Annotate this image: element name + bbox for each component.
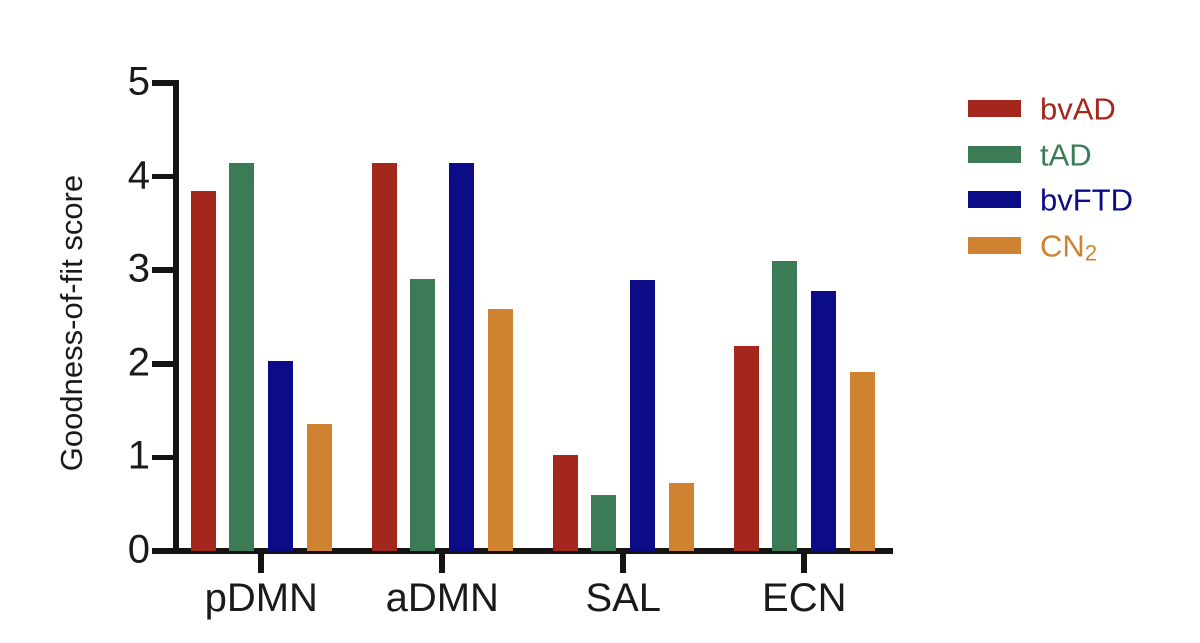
bar-aDMN-bvFTD bbox=[449, 163, 475, 551]
legend-swatch-tAD bbox=[968, 145, 1021, 163]
x-axis-tick bbox=[801, 551, 808, 573]
bar-pDMN-CN2 bbox=[306, 423, 332, 551]
legend-swatch-bvFTD bbox=[968, 191, 1021, 208]
y-axis-tick bbox=[152, 80, 178, 86]
y-axis-tick bbox=[152, 173, 178, 180]
bar-ECN-bvAD bbox=[733, 346, 759, 551]
x-axis-tick bbox=[439, 551, 446, 573]
y-tick-label: 1 bbox=[127, 433, 150, 478]
y-axis-line bbox=[173, 80, 179, 554]
bar-SAL-CN2 bbox=[668, 482, 694, 551]
y-axis-tick bbox=[152, 454, 178, 461]
bar-aDMN-CN2 bbox=[487, 308, 513, 551]
x-tick-label: ECN bbox=[762, 576, 847, 620]
bar-SAL-tAD bbox=[591, 494, 617, 551]
bar-SAL-bvFTD bbox=[630, 280, 656, 551]
bar-ECN-tAD bbox=[772, 260, 798, 551]
legend-label-subscript: 2 bbox=[1084, 240, 1098, 266]
bar-ECN-bvFTD bbox=[811, 290, 837, 551]
bar-pDMN-bvFTD bbox=[268, 360, 294, 551]
bar-pDMN-bvAD bbox=[190, 190, 216, 551]
y-tick-label: 3 bbox=[127, 246, 150, 291]
bar-aDMN-bvAD bbox=[371, 163, 397, 551]
bar-aDMN-tAD bbox=[410, 278, 436, 551]
x-tick-label: SAL bbox=[585, 576, 662, 620]
legend-swatch-CN2 bbox=[968, 236, 1021, 254]
bar-pDMN-tAD bbox=[229, 162, 255, 551]
y-tick-label: 5 bbox=[127, 59, 150, 104]
y-axis-tick bbox=[152, 267, 178, 273]
y-tick-label: 4 bbox=[127, 152, 150, 197]
y-axis-tick bbox=[152, 548, 178, 554]
y-tick-label: 0 bbox=[127, 527, 150, 572]
bar-ECN-CN2 bbox=[849, 372, 875, 551]
y-axis-title: Goodness-of-fit score bbox=[54, 174, 89, 472]
legend-label-CN2: CN2 bbox=[1040, 228, 1098, 266]
y-tick-label: 2 bbox=[127, 340, 150, 385]
x-axis-line bbox=[173, 548, 893, 554]
y-axis-tick bbox=[152, 361, 178, 367]
x-tick-label: pDMN bbox=[204, 576, 318, 620]
legend-label-bvAD: bvAD bbox=[1040, 91, 1116, 127]
legend-swatch-bvAD bbox=[968, 100, 1021, 117]
bar-SAL-bvAD bbox=[552, 454, 578, 551]
x-tick-label: aDMN bbox=[385, 576, 499, 620]
legend-label-bvFTD: bvFTD bbox=[1040, 182, 1133, 218]
x-axis-tick bbox=[258, 551, 265, 573]
x-axis-tick bbox=[620, 551, 627, 573]
legend-label-tAD: tAD bbox=[1040, 137, 1092, 172]
